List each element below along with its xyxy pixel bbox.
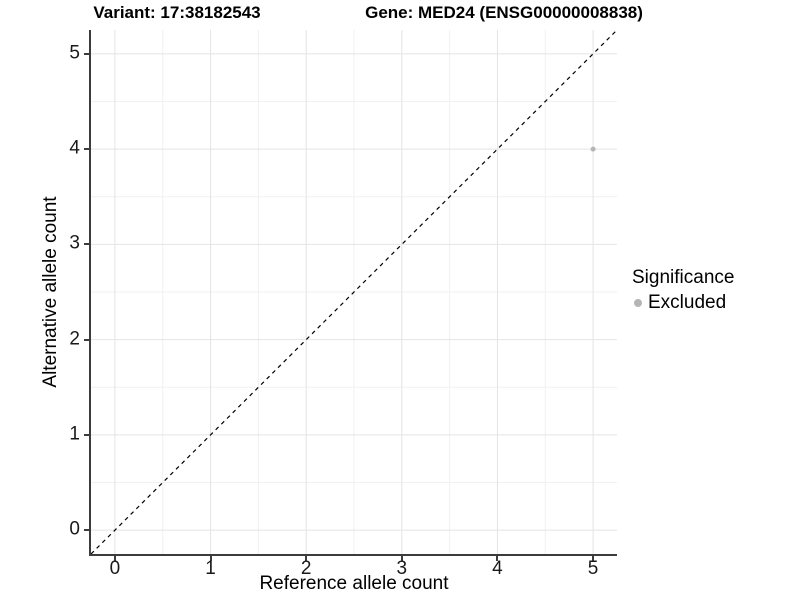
legend-key-dot-icon (634, 299, 642, 308)
x-tick-label: 5 (587, 558, 599, 579)
y-axis-title: Alternative allele count (40, 196, 61, 388)
y-tick-mark (84, 529, 89, 532)
x-tick-mark (305, 556, 308, 561)
x-tick-mark (592, 556, 595, 561)
x-tick-label: 0 (109, 558, 121, 579)
y-tick-label: 5 (69, 42, 80, 64)
y-tick-mark (84, 52, 89, 55)
x-tick-label: 3 (396, 558, 408, 579)
x-axis-title: Reference allele count (259, 573, 449, 594)
y-tick-label: 1 (69, 423, 80, 445)
plot-title-gene: Gene: MED24 (ENSG00000008838) (365, 3, 643, 22)
y-tick-mark (84, 338, 89, 341)
x-tick-label: 4 (492, 558, 503, 579)
y-tick-label: 3 (69, 232, 80, 254)
plot-title-variant: Variant: 17:38182543 (93, 3, 261, 22)
y-tick-mark (84, 433, 89, 436)
legend-item: Excluded (630, 292, 734, 315)
data-point-excluded (590, 146, 596, 152)
x-tick-label: 2 (300, 558, 312, 579)
y-tick-mark (84, 148, 89, 151)
x-tick-mark (400, 556, 403, 561)
identity-reference-line (91, 30, 617, 554)
plot-panel (89, 30, 617, 556)
plot-area (91, 30, 617, 554)
x-tick-label: 1 (205, 558, 216, 579)
y-tick-label: 4 (69, 137, 80, 159)
y-tick-label: 0 (69, 518, 80, 540)
x-tick-mark (496, 556, 499, 561)
legend-item-label: Excluded (648, 291, 727, 313)
legend: Significance Excluded (630, 267, 734, 315)
y-tick-label: 2 (69, 328, 80, 350)
legend-title: Significance (632, 267, 735, 288)
y-tick-mark (84, 243, 89, 246)
legend-items: Excluded (630, 292, 734, 315)
x-tick-mark (209, 556, 212, 561)
x-tick-mark (113, 556, 116, 561)
